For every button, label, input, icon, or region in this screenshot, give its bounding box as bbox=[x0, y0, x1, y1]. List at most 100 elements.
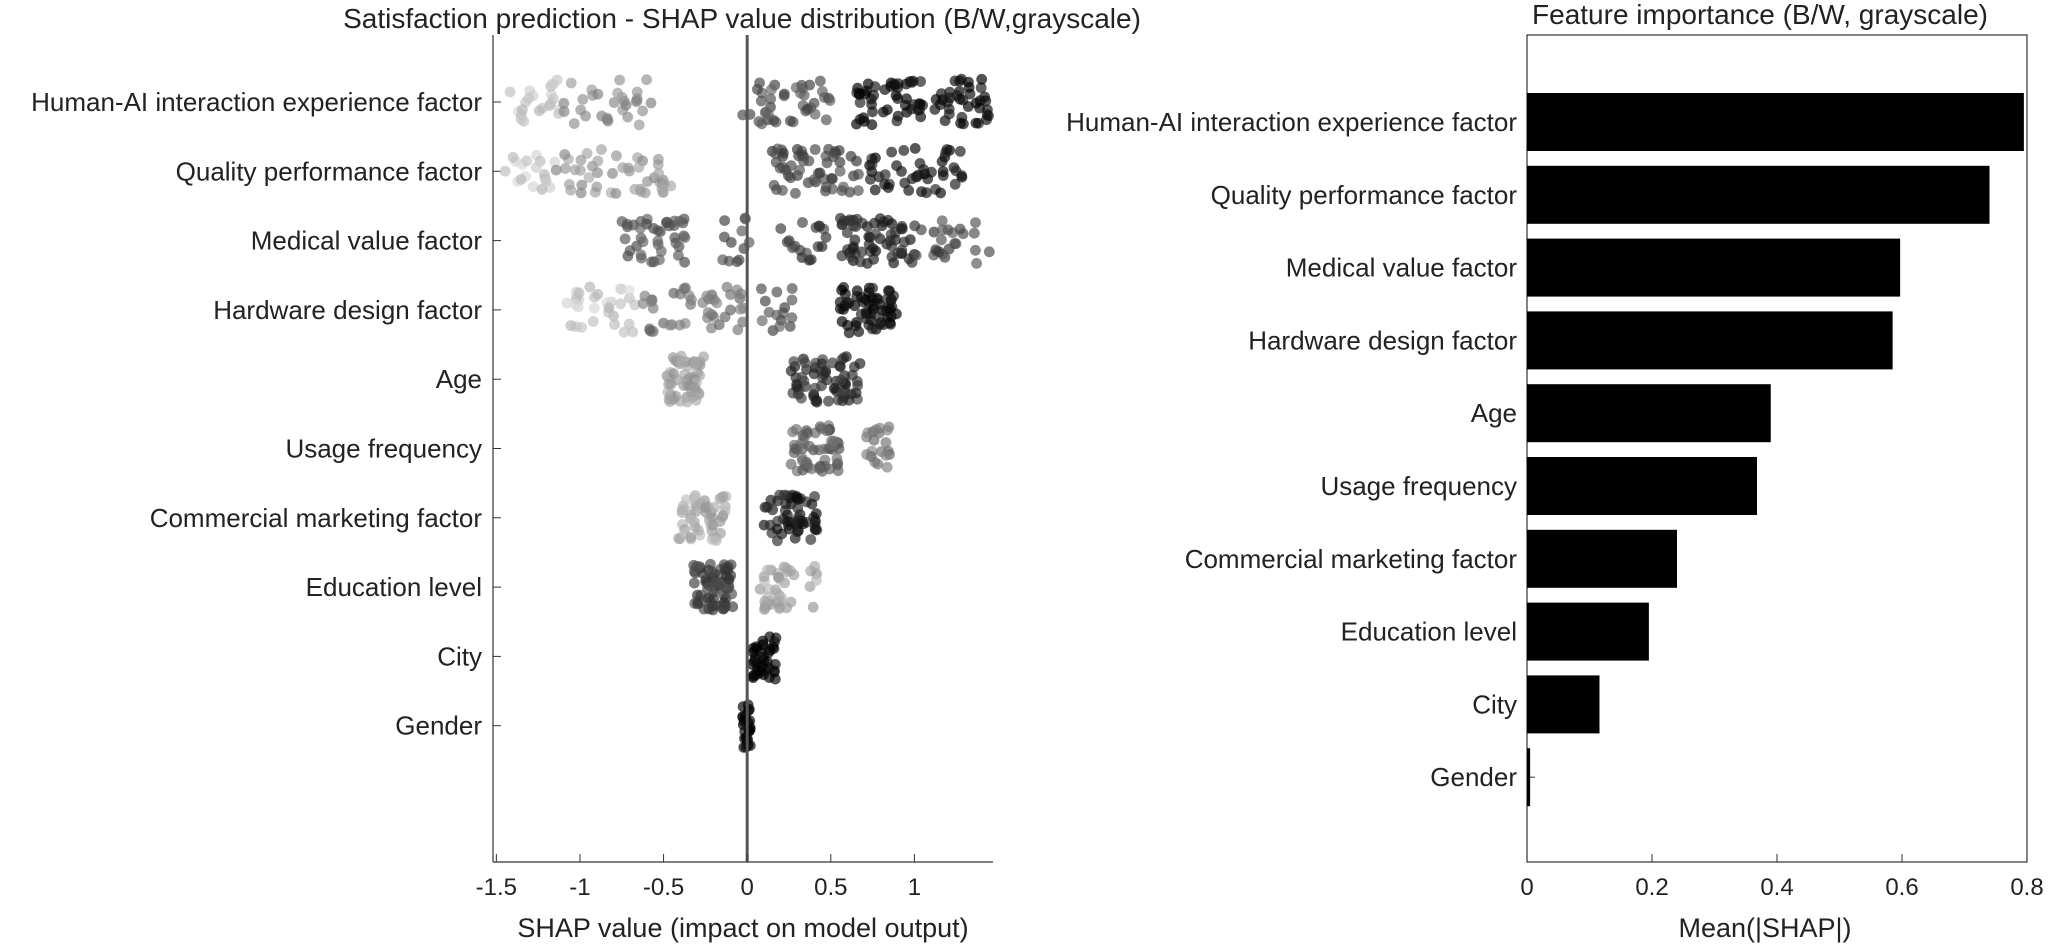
shap-point bbox=[607, 168, 618, 179]
shap-point bbox=[774, 602, 786, 613]
shap-point bbox=[679, 256, 690, 268]
shap-point bbox=[891, 115, 903, 127]
shap-point bbox=[809, 144, 821, 155]
shap-point bbox=[669, 232, 681, 244]
shap-point bbox=[910, 249, 922, 261]
shap-point bbox=[561, 297, 573, 309]
shap-point bbox=[702, 307, 714, 318]
shap-point bbox=[551, 74, 563, 86]
shap-point bbox=[807, 601, 819, 613]
shap-point bbox=[862, 221, 873, 232]
shap-point bbox=[814, 220, 825, 232]
shap-point bbox=[854, 114, 866, 125]
shap-point bbox=[881, 461, 893, 473]
shap-point bbox=[710, 535, 722, 546]
shap-point bbox=[700, 502, 712, 513]
shap-point bbox=[771, 523, 783, 535]
shap-point bbox=[788, 356, 800, 367]
importance-x-tick-label: 0.2 bbox=[1635, 874, 1668, 901]
shap-point bbox=[754, 583, 766, 595]
shap-point bbox=[615, 283, 626, 295]
shap-point bbox=[971, 258, 982, 269]
shap-point bbox=[596, 144, 607, 155]
shap-point bbox=[860, 313, 872, 325]
shap-point bbox=[725, 237, 737, 248]
shap-point bbox=[866, 159, 878, 170]
shap-point bbox=[872, 458, 884, 470]
shap-point bbox=[820, 231, 832, 243]
shap-point bbox=[530, 162, 542, 173]
shap-point bbox=[976, 73, 988, 85]
shap-point bbox=[674, 319, 686, 331]
importance-bar bbox=[1527, 165, 1990, 224]
shap-point bbox=[737, 316, 749, 328]
shap-point bbox=[748, 669, 760, 681]
shap-point bbox=[609, 319, 620, 330]
importance-feature-label: Hardware design factor bbox=[1248, 325, 1517, 355]
shap-point bbox=[527, 181, 539, 193]
shap-point bbox=[608, 97, 620, 108]
shap-point bbox=[622, 111, 634, 123]
shap-x-tick-label: -0.5 bbox=[643, 874, 684, 901]
shap-point bbox=[883, 421, 895, 433]
shap-point bbox=[826, 173, 837, 184]
shap-point bbox=[870, 245, 882, 257]
shap-point bbox=[869, 184, 881, 196]
shap-point bbox=[692, 589, 703, 601]
importance-x-tick-label: 0 bbox=[1520, 874, 1533, 901]
importance-bar bbox=[1527, 457, 1757, 515]
shap-feature-label: Usage frequency bbox=[285, 434, 482, 464]
shap-point bbox=[785, 596, 797, 608]
shap-point bbox=[962, 101, 974, 112]
shap-point bbox=[577, 94, 589, 105]
shap-point bbox=[934, 99, 946, 110]
shap-point bbox=[799, 357, 811, 369]
shap-point bbox=[734, 303, 746, 315]
shap-point bbox=[759, 295, 771, 307]
shap-point bbox=[809, 560, 821, 572]
shap-point bbox=[950, 165, 962, 177]
shap-point bbox=[646, 296, 657, 308]
shap-point bbox=[706, 566, 718, 578]
shap-distribution-panel: Satisfaction prediction - SHAP value dis… bbox=[31, 3, 1141, 943]
shap-point bbox=[896, 166, 907, 177]
shap-point bbox=[777, 151, 789, 162]
shap-point bbox=[785, 458, 797, 470]
shap-point bbox=[719, 215, 730, 227]
shap-point bbox=[785, 172, 796, 184]
shap-point bbox=[871, 292, 883, 304]
shap-point bbox=[899, 177, 911, 189]
shap-point bbox=[722, 561, 734, 573]
shap-point bbox=[719, 601, 731, 613]
shap-point bbox=[592, 155, 604, 167]
shap-point bbox=[843, 327, 855, 339]
shap-point bbox=[580, 110, 591, 122]
shap-point bbox=[610, 188, 622, 199]
shap-point bbox=[612, 87, 623, 99]
shap-point bbox=[671, 374, 682, 386]
shap-point bbox=[589, 302, 600, 314]
importance-bar bbox=[1527, 238, 1901, 297]
shap-x-ticks: -1.5 -1 -0.5 0 0.5 1 bbox=[476, 854, 921, 901]
shap-point bbox=[885, 295, 897, 306]
shap-point bbox=[558, 97, 570, 109]
shap-x-tick-label: -1 bbox=[569, 874, 590, 901]
shap-point bbox=[631, 95, 643, 107]
shap-point bbox=[786, 312, 798, 324]
shap-point bbox=[936, 234, 947, 246]
shap-point bbox=[791, 492, 803, 503]
shap-point bbox=[791, 379, 802, 390]
shap-point bbox=[733, 254, 745, 266]
shap-point bbox=[954, 223, 966, 235]
shap-point bbox=[816, 241, 828, 253]
importance-bar bbox=[1527, 675, 1600, 734]
shap-point bbox=[808, 368, 820, 380]
shap-point bbox=[679, 504, 691, 515]
importance-feature-label: Medical value factor bbox=[1286, 253, 1518, 283]
shap-point bbox=[540, 175, 552, 187]
shap-point bbox=[771, 309, 783, 321]
shap-point bbox=[637, 105, 648, 117]
shap-point bbox=[895, 223, 907, 235]
shap-point bbox=[936, 156, 948, 168]
shap-point bbox=[794, 164, 805, 176]
